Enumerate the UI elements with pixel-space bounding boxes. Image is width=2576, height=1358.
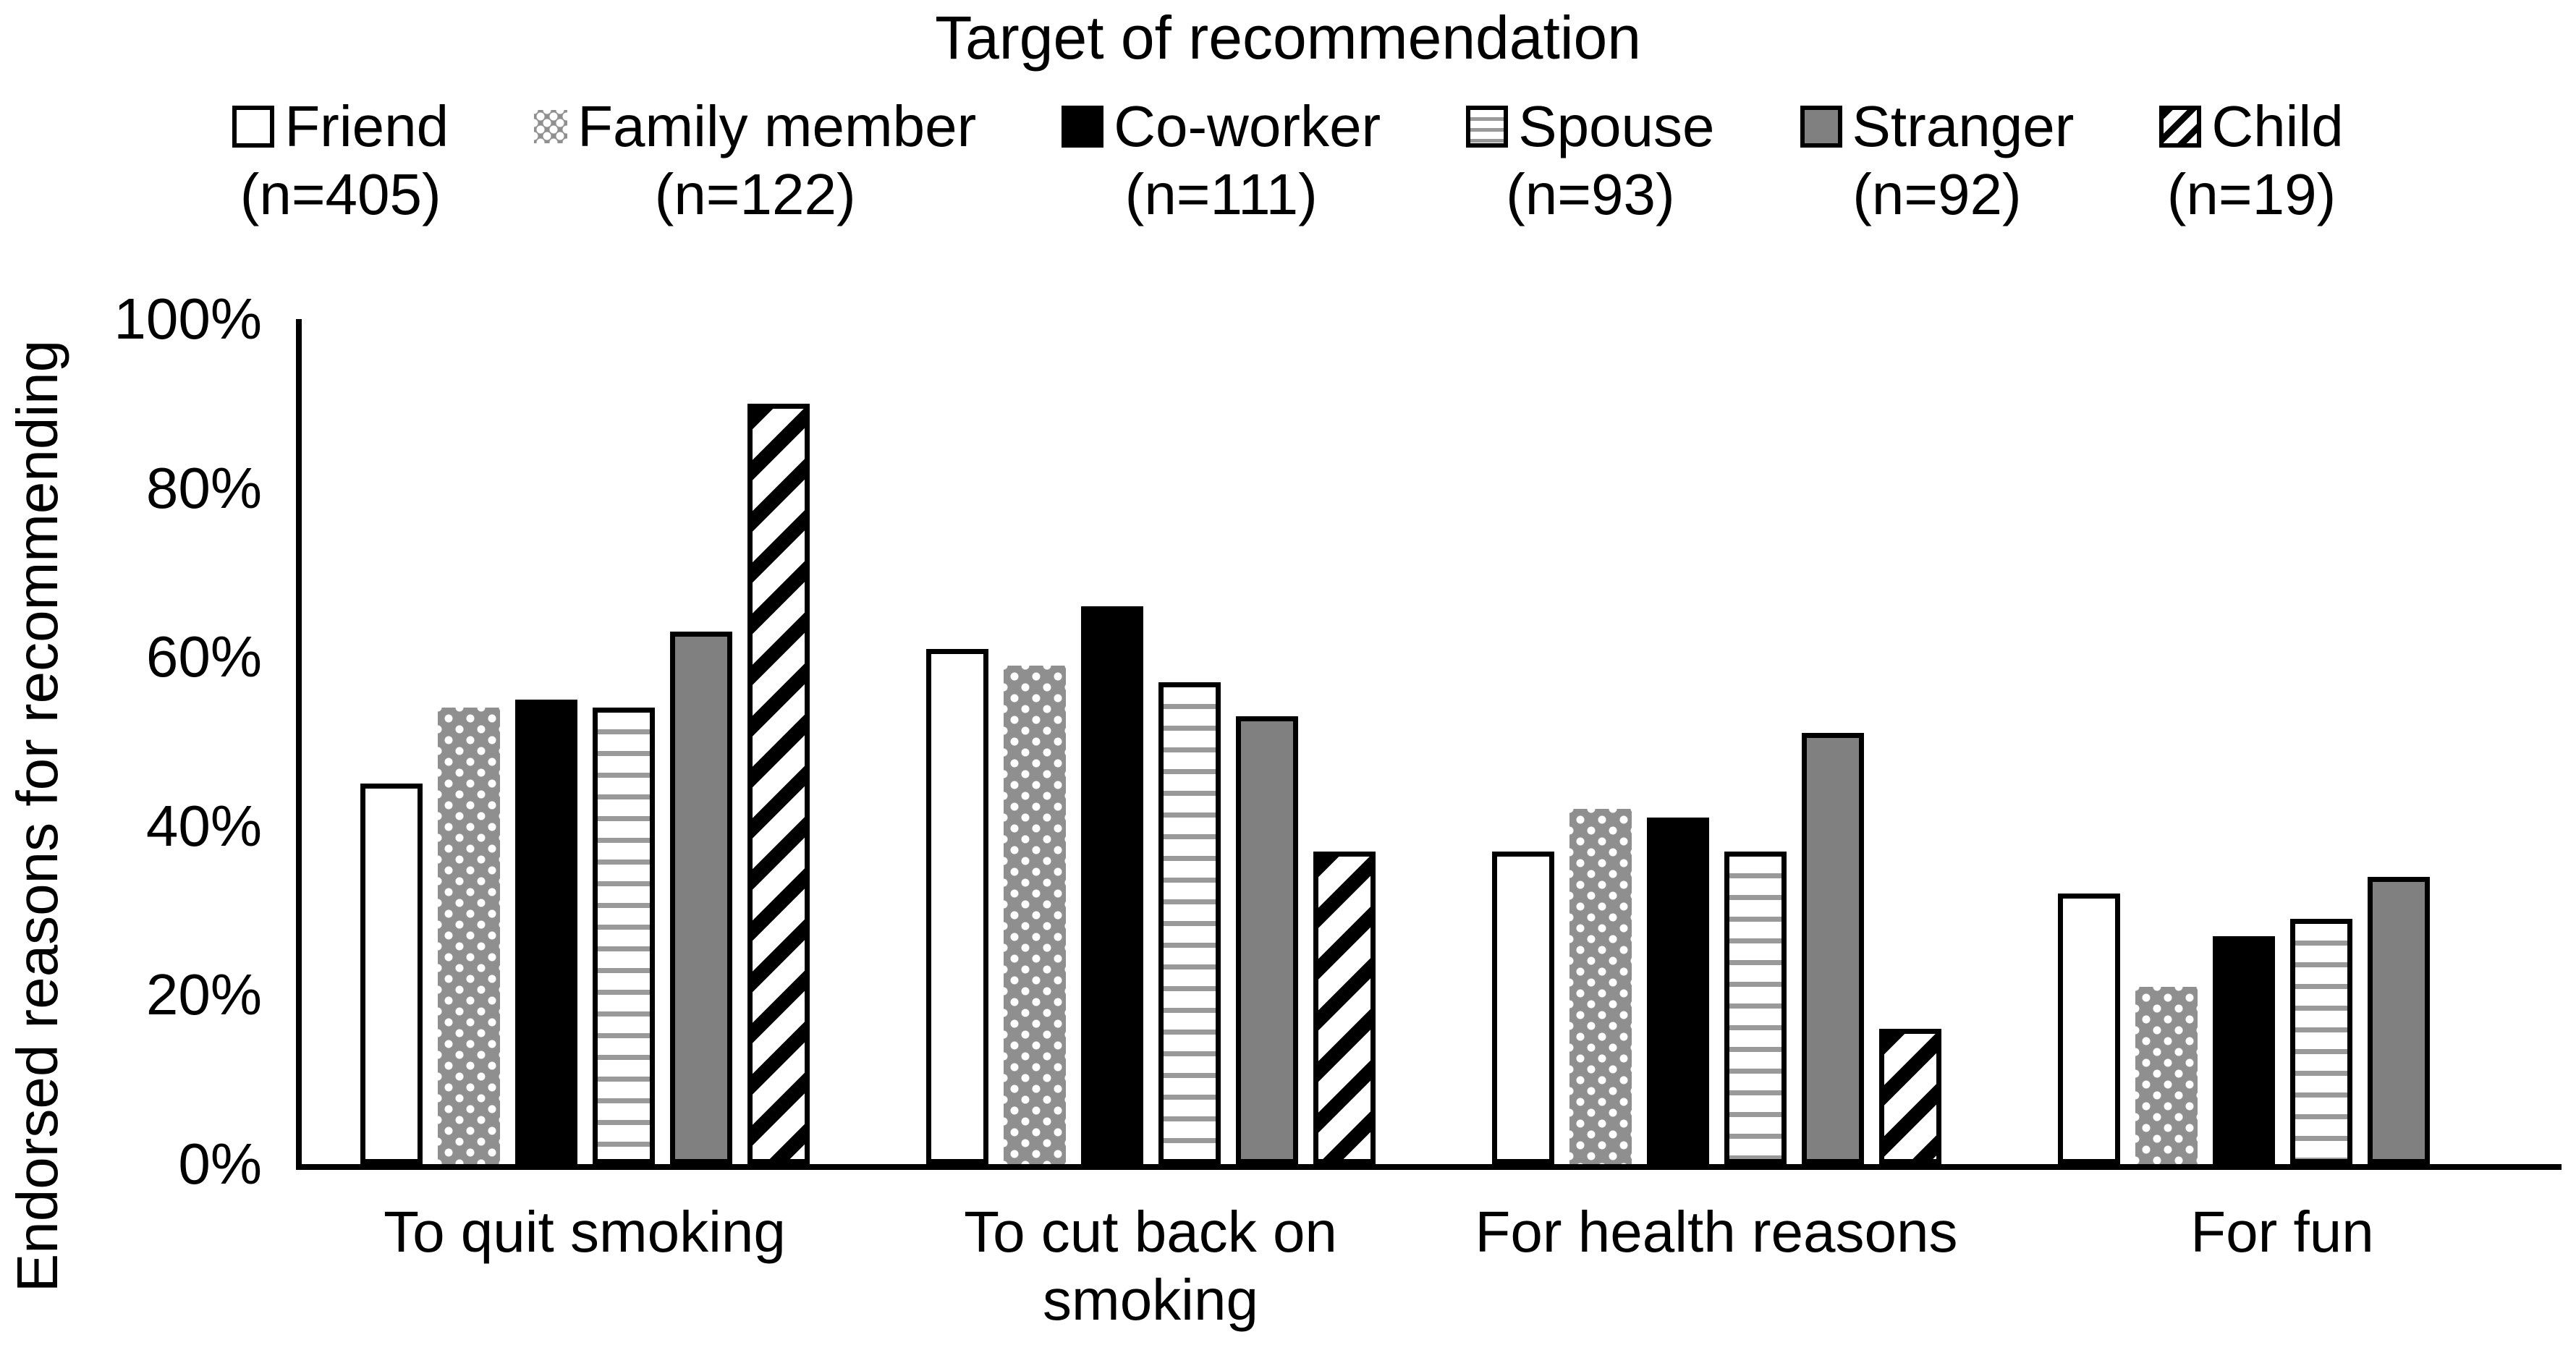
category-label-to-quit-smoking: To quit smoking [384, 1200, 786, 1264]
y-tick-label-40: 40% [145, 793, 262, 858]
bar-stranger-to-cut-back-on-smoking [1236, 716, 1298, 1164]
bar-family-member-for-fun [2135, 987, 2198, 1164]
legend-sample-size: (n=92) [1852, 162, 2022, 227]
bar-child-for-health-reasons [1879, 1029, 1941, 1164]
legend-swatch-stranger-icon [1800, 106, 1842, 148]
legend-row: Stranger [1800, 93, 2075, 161]
bar-stranger-to-quit-smoking [670, 632, 732, 1164]
legend-item-co-worker: Co-worker (n=111) [1062, 93, 1381, 229]
category-label-for-fun: For fun [2190, 1200, 2374, 1264]
bar-friend-for-health-reasons [1492, 852, 1554, 1164]
bar-spouse-to-quit-smoking [593, 708, 655, 1164]
chart-title: Target of recommendation [935, 4, 1641, 72]
legend-label: Family member [577, 94, 977, 158]
bar-spouse-for-fun [2290, 919, 2352, 1164]
legend-swatch-family-member-icon [534, 110, 568, 144]
legend-swatch-spouse-icon [1466, 106, 1509, 148]
legend-item-child: Child (n=19) [2159, 93, 2344, 229]
legend-row: Friend [232, 93, 449, 161]
legend-row: Co-worker [1062, 93, 1381, 161]
legend-label: Child [2211, 94, 2344, 158]
bar-stranger-for-fun [2368, 877, 2430, 1164]
y-tick-label-80: 80% [145, 455, 262, 520]
legend-label: Stranger [1852, 94, 2075, 158]
legend-swatch-child-icon [2159, 106, 2202, 148]
legend-label: Spouse [1518, 94, 1715, 158]
bar-co-worker-for-health-reasons [1647, 818, 1709, 1164]
bar-stranger-for-health-reasons [1802, 733, 1864, 1164]
y-tick-label-100: 100% [114, 287, 262, 351]
bar-spouse-to-cut-back-on-smoking [1158, 682, 1221, 1164]
y-tick-label-20: 20% [145, 962, 262, 1027]
legend-sample-size: (n=19) [2166, 162, 2336, 227]
legend-row: Family member [534, 93, 976, 161]
legend-row: Spouse [1466, 93, 1715, 161]
legend-sample-size: (n=111) [1124, 162, 1318, 227]
legend-sample-size: (n=122) [654, 162, 856, 227]
legend-item-spouse: Spouse (n=93) [1466, 93, 1715, 229]
legend-label: Co-worker [1114, 94, 1381, 158]
category-label-for-health-reasons: For health reasons [1475, 1200, 1958, 1264]
bar-friend-for-fun [2058, 894, 2120, 1164]
y-tick-label-60: 60% [145, 624, 262, 689]
legend-item-family-member: Family member (n=122) [534, 93, 976, 229]
y-tick-label-0: 0% [178, 1132, 262, 1196]
bar-family-member-to-quit-smoking [438, 708, 500, 1164]
bar-friend-to-quit-smoking [360, 784, 423, 1164]
bar-spouse-for-health-reasons [1724, 852, 1787, 1164]
bar-friend-to-cut-back-on-smoking [926, 649, 988, 1164]
x-axis-line [296, 1164, 2562, 1170]
bar-family-member-for-health-reasons [1569, 809, 1632, 1164]
legend: Friend (n=405) Family member (n=122) Co-work… [0, 93, 2576, 229]
legend-label: Friend [284, 94, 449, 158]
category-label-to-cut-back-on-smoking: To cut back on smoking [964, 1200, 1337, 1333]
bar-child-to-cut-back-on-smoking [1313, 852, 1376, 1164]
bar-family-member-to-cut-back-on-smoking [1004, 666, 1066, 1164]
bar-child-to-quit-smoking [747, 404, 810, 1164]
legend-item-stranger: Stranger (n=92) [1800, 93, 2075, 229]
y-axis-line [296, 319, 302, 1170]
legend-swatch-co-worker-icon [1062, 106, 1104, 148]
bar-co-worker-for-fun [2213, 936, 2275, 1164]
legend-row: Child [2159, 93, 2344, 161]
bar-co-worker-to-quit-smoking [515, 700, 577, 1164]
legend-sample-size: (n=93) [1506, 162, 1675, 227]
legend-item-friend: Friend (n=405) [232, 93, 449, 229]
bar-co-worker-to-cut-back-on-smoking [1081, 606, 1143, 1164]
legend-swatch-friend-icon [232, 106, 275, 148]
legend-sample-size: (n=405) [240, 162, 441, 227]
